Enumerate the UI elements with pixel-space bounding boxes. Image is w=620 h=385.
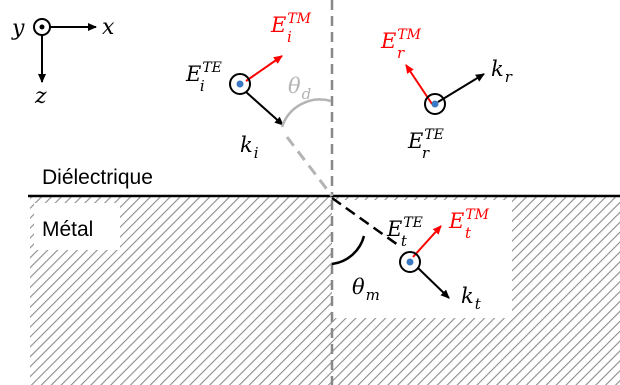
incident-e-tm-arrow <box>245 55 283 82</box>
incident-e-te-symbol <box>229 73 251 95</box>
transmitted-k-label: kt <box>461 284 482 313</box>
incident-ray-dashed <box>285 136 334 197</box>
incident-k-label: ki <box>240 133 259 162</box>
transmitted-e-te-dot <box>406 258 414 266</box>
metal-label: Métal <box>42 218 93 241</box>
incident-e-te-dot <box>236 80 244 88</box>
incident-e-te-label: ETE i <box>185 60 222 95</box>
transmitted-ray-dashed <box>331 196 399 247</box>
theta-d-label: θd <box>288 74 311 103</box>
transmitted-e-tm-arrow <box>412 225 442 258</box>
transmitted-k-arrow <box>417 267 450 299</box>
axis-label-y: y <box>11 16 25 41</box>
reflected-k-label: kr <box>491 57 513 86</box>
axis-label-z: z <box>34 84 47 109</box>
metal-hatch-region <box>30 196 620 385</box>
transmitted-e-te-symbol <box>399 251 421 273</box>
theta-m-label: θm <box>352 275 380 304</box>
transmitted-e-tm-label: ETM t <box>448 207 490 242</box>
axis-label-x: x <box>102 15 115 40</box>
reflected-e-te-symbol <box>424 93 446 115</box>
reflected-e-te-dot <box>431 100 439 108</box>
incident-e-tm-label: ETM i <box>270 11 312 46</box>
axis-system: x y z <box>11 15 115 109</box>
reflected-e-tm-label: ETM r <box>380 27 422 62</box>
dielectric-label: Diélectrique <box>42 166 153 189</box>
reflected-e-te-label: ETE r <box>407 127 444 162</box>
y-axis-dot <box>39 24 45 30</box>
theta-m-arc <box>331 235 366 266</box>
incident-k-arrow <box>245 91 284 126</box>
reflected-k-arrow <box>437 73 485 103</box>
theta-d-arc <box>280 98 332 128</box>
transmitted-e-te-label: ETE t <box>386 215 423 250</box>
metal-label-box <box>34 203 120 250</box>
